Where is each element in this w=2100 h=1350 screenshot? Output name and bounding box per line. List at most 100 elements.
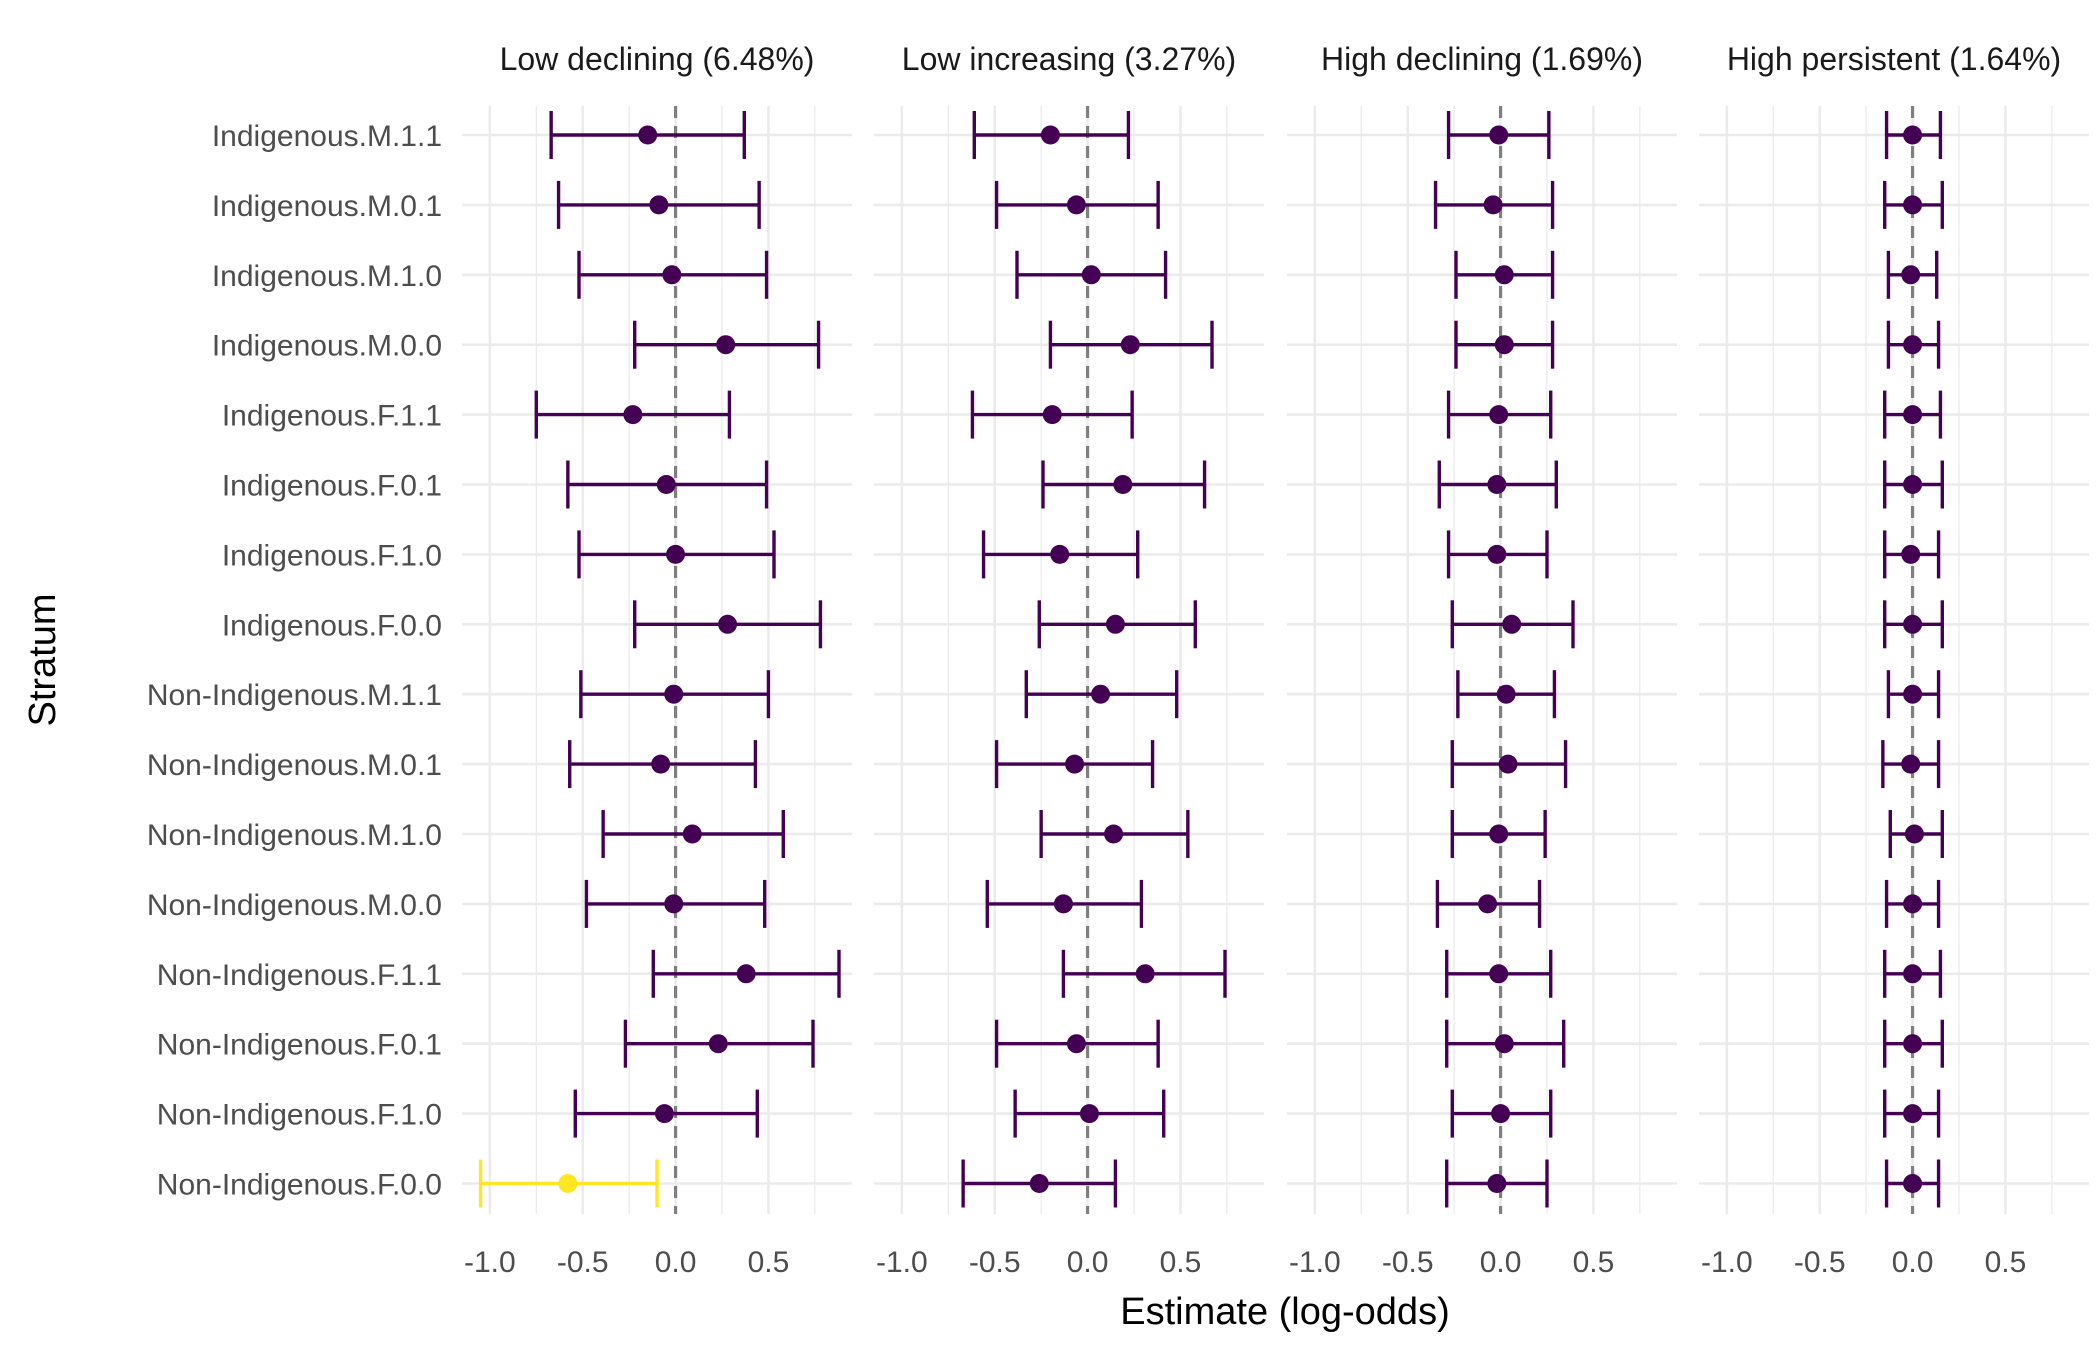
y-tick-label: Non-Indigenous.M.1.0 <box>147 819 442 852</box>
x-tick-label: -0.5 <box>1382 1246 1434 1279</box>
point-estimate <box>1903 1174 1923 1193</box>
point-estimate <box>1042 405 1062 425</box>
y-tick-label: Indigenous.F.1.1 <box>222 400 442 433</box>
point-estimate <box>1903 964 1923 984</box>
point-estimate <box>1105 614 1125 634</box>
point-estimate <box>1487 475 1507 494</box>
y-tick-label: Indigenous.F.1.0 <box>222 539 442 572</box>
point-estimate <box>1081 265 1101 285</box>
point-estimate <box>1489 824 1509 844</box>
point-estimate <box>708 1034 728 1054</box>
point-estimate <box>1903 335 1923 355</box>
point-estimate <box>1903 475 1923 494</box>
point-estimate <box>1904 824 1924 844</box>
point-estimate <box>558 1174 578 1193</box>
x-tick-label: -1.0 <box>1701 1246 1753 1279</box>
x-tick-label: -1.0 <box>464 1246 516 1279</box>
point-estimate <box>1903 1034 1923 1054</box>
point-estimate <box>1901 265 1921 285</box>
x-tick-label: 0.0 <box>655 1246 697 1279</box>
y-tick-label: Indigenous.M.1.0 <box>212 260 442 293</box>
x-tick-label: -0.5 <box>557 1246 609 1279</box>
point-estimate <box>1483 195 1503 215</box>
point-estimate <box>1079 1104 1099 1124</box>
panel-title: High persistent (1.64%) <box>1727 41 2061 77</box>
y-tick-label: Indigenous.M.1.1 <box>212 120 442 153</box>
y-tick-label: Non-Indigenous.M.0.0 <box>147 889 442 922</box>
x-axis-title: Estimate (log-odds) <box>1120 1291 1449 1333</box>
point-estimate <box>1487 544 1507 564</box>
y-tick-label: Indigenous.F.0.1 <box>222 470 442 503</box>
point-estimate <box>1903 195 1923 215</box>
point-estimate <box>1029 1174 1049 1193</box>
point-estimate <box>649 195 669 215</box>
point-estimate <box>664 684 684 704</box>
point-estimate <box>1498 754 1518 774</box>
point-estimate <box>1120 335 1140 355</box>
point-estimate <box>1901 754 1921 774</box>
x-tick-label: 0.0 <box>1480 1246 1522 1279</box>
reference-line-layer <box>673 106 1915 1214</box>
y-tick-label: Non-Indigenous.F.1.1 <box>157 959 442 992</box>
point-estimate <box>662 265 682 285</box>
y-tick-label: Non-Indigenous.F.0.1 <box>157 1029 442 1062</box>
point-estimate <box>1066 1034 1086 1054</box>
x-tick-label: 0.5 <box>1985 1246 2027 1279</box>
point-estimate <box>666 544 686 564</box>
point-estimate <box>1135 964 1155 984</box>
point-estimate <box>718 614 738 634</box>
point-estimate <box>1050 544 1070 564</box>
point-estimate <box>1491 1104 1511 1124</box>
marks-layer <box>478 111 1944 1208</box>
panel-title: Low declining (6.48%) <box>500 41 815 77</box>
text-layer: Low declining (6.48%) -1.0 -0.5 0.0 0.5 Low i… <box>22 41 2061 1333</box>
point-estimate <box>1489 964 1509 984</box>
point-estimate <box>1903 614 1923 634</box>
point-estimate <box>682 824 702 844</box>
x-tick-label: 0.0 <box>1067 1246 1109 1279</box>
point-estimate <box>1113 475 1133 494</box>
panel-title: Low increasing (3.27%) <box>902 41 1236 77</box>
point-estimate <box>1489 125 1509 145</box>
point-estimate <box>623 405 643 425</box>
point-estimate <box>1066 195 1086 215</box>
point-estimate <box>1053 894 1073 914</box>
y-tick-label: Indigenous.F.0.0 <box>222 609 442 642</box>
x-tick-label: 0.5 <box>1160 1246 1202 1279</box>
point-estimate <box>1903 894 1923 914</box>
point-estimate <box>1502 614 1522 634</box>
point-estimate <box>1903 405 1923 425</box>
point-estimate <box>1903 684 1923 704</box>
y-tick-label: Indigenous.M.0.0 <box>212 330 442 363</box>
point-estimate <box>1496 684 1516 704</box>
y-tick-label: Non-Indigenous.F.1.0 <box>157 1099 442 1132</box>
point-estimate <box>1901 544 1921 564</box>
grid-layer <box>462 106 2089 1214</box>
point-estimate <box>1494 265 1514 285</box>
y-tick-label: Non-Indigenous.M.1.1 <box>147 679 442 712</box>
point-estimate <box>736 964 756 984</box>
point-estimate <box>638 125 658 145</box>
x-tick-label: 0.0 <box>1892 1246 1934 1279</box>
point-estimate <box>1478 894 1498 914</box>
point-estimate <box>1487 1174 1507 1193</box>
panel-title: High declining (1.69%) <box>1321 41 1643 77</box>
y-tick-label: Indigenous.M.0.1 <box>212 190 442 223</box>
y-tick-label: Non-Indigenous.F.0.0 <box>157 1169 442 1202</box>
point-estimate <box>1494 1034 1514 1054</box>
point-estimate <box>1489 405 1509 425</box>
point-estimate <box>1040 125 1060 145</box>
point-estimate <box>1104 824 1124 844</box>
x-tick-label: 0.5 <box>748 1246 790 1279</box>
x-tick-label: -0.5 <box>1794 1246 1846 1279</box>
y-axis-title: Stratum <box>22 593 64 726</box>
point-estimate <box>716 335 736 355</box>
point-estimate <box>656 475 676 494</box>
point-estimate <box>1065 754 1085 774</box>
x-tick-label: -0.5 <box>969 1246 1021 1279</box>
point-estimate <box>1091 684 1111 704</box>
y-tick-label: Non-Indigenous.M.0.1 <box>147 749 442 782</box>
point-estimate <box>1903 125 1923 145</box>
point-estimate <box>664 894 684 914</box>
